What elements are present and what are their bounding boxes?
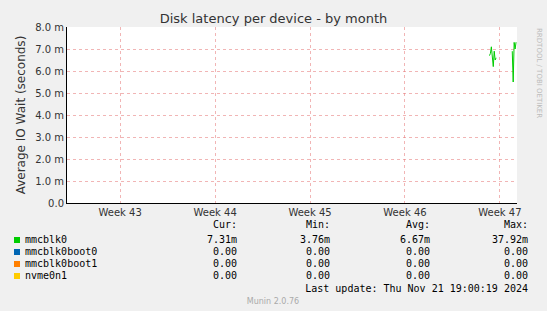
html-text:0.00: 0.00	[405, 246, 430, 257]
svg-text:5.0 m: 5.0 m	[35, 88, 64, 99]
html-text:0.00: 0.00	[212, 246, 237, 257]
svg-text:4.0 m: 4.0 m	[35, 110, 64, 121]
svg-text:Week 47: Week 47	[478, 207, 521, 218]
html-text:0.00: 0.00	[405, 258, 430, 269]
html-text:0.00: 0.00	[503, 246, 528, 257]
html-text:0.00: 0.00	[212, 258, 237, 269]
html-text:mmcblk0boot0: mmcblk0boot0	[25, 246, 98, 257]
svg-text:2.0 m: 2.0 m	[35, 154, 64, 165]
html-text:Max:: Max:	[503, 219, 528, 230]
svg-text:0.0: 0.0	[48, 198, 64, 209]
html-text:Last update: Thu Nov 21 19:00:: Last update: Thu Nov 21 19:00:19 2024	[305, 283, 528, 294]
html-text:0.00: 0.00	[305, 246, 330, 257]
html-text:0.00: 0.00	[503, 258, 528, 269]
html-text:7.31m: 7.31m	[206, 234, 237, 245]
html-text:mmcblk0boot1: mmcblk0boot1	[25, 258, 98, 269]
svg-text:Week 44: Week 44	[193, 207, 236, 218]
svg-text:3.0 m: 3.0 m	[35, 132, 64, 143]
html-text:Cur:: Cur:	[212, 219, 237, 230]
html-text:mmcblk0: mmcblk0	[25, 234, 68, 245]
svg-text:Week 45: Week 45	[288, 207, 331, 218]
html-text:0.00: 0.00	[503, 270, 528, 281]
html-text:RRDTOOL / TOBI OETIKER: RRDTOOL / TOBI OETIKER	[535, 28, 543, 119]
html-text:0.00: 0.00	[405, 270, 430, 281]
html-text:3.76m: 3.76m	[299, 234, 330, 245]
html-text:Avg:: Avg:	[405, 219, 430, 230]
svg-text:Week 43: Week 43	[99, 207, 142, 218]
svg-text:Disk latency per device - by m: Disk latency per device - by month	[160, 11, 388, 26]
html-text:nvme0n1: nvme0n1	[25, 270, 68, 281]
html-text:Munin 2.0.76: Munin 2.0.76	[246, 297, 300, 306]
html-text:0.00: 0.00	[305, 270, 330, 281]
html-text:Min:: Min:	[305, 219, 330, 230]
html-text:0.00: 0.00	[212, 270, 237, 281]
html-text:0.00: 0.00	[305, 258, 330, 269]
html-text:6.67m: 6.67m	[399, 234, 430, 245]
svg-text:6.0 m: 6.0 m	[35, 66, 64, 77]
svg-text:7.0 m: 7.0 m	[35, 44, 64, 55]
html-text:37.92m: 37.92m	[491, 234, 528, 245]
svg-text:Week 46: Week 46	[383, 207, 426, 218]
svg-text:Average IO Wait (seconds): Average IO Wait (seconds)	[14, 36, 28, 195]
svg-text:1.0 m: 1.0 m	[35, 176, 64, 187]
svg-text:8.0 m: 8.0 m	[35, 22, 64, 33]
